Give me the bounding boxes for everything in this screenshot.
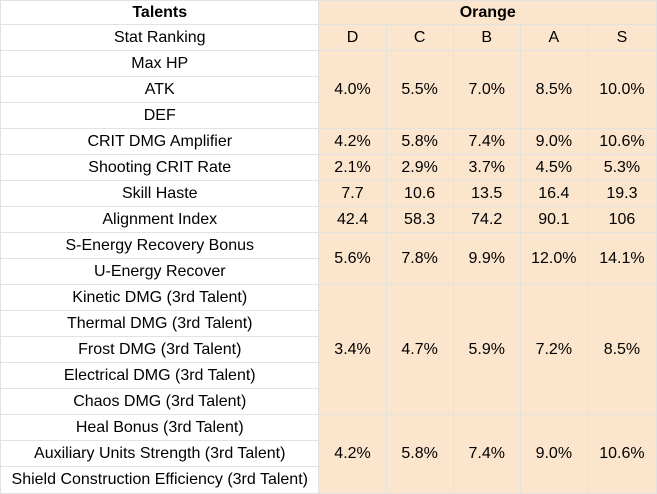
stat-value: 7.2% [519, 284, 588, 415]
grade-b: B [452, 24, 521, 51]
stat-value: 7.4% [452, 128, 521, 155]
stat-row: Shield Construction Efficiency (3rd Tale… [0, 466, 657, 494]
grade-a: A [519, 24, 588, 51]
stat-value: 5.3% [586, 154, 657, 181]
stat-name: Frost DMG (3rd Talent) [0, 336, 320, 363]
stat-value: 74.2 [452, 206, 521, 233]
stat-row: CRIT DMG Amplifier 4.2% 5.8% 7.4% 9.0% 10.6% [0, 128, 657, 155]
stat-row: Thermal DMG (3rd Talent) [0, 310, 657, 337]
stat-value: 90.1 [519, 206, 588, 233]
stat-value: 2.9% [385, 154, 454, 181]
stat-value: 3.7% [452, 154, 521, 181]
header-row: Talents Orange [0, 0, 657, 25]
stat-value: 12.0% [519, 232, 588, 285]
grade-s: S [586, 24, 657, 51]
stat-name: Kinetic DMG (3rd Talent) [0, 284, 320, 311]
stat-name: Shield Construction Efficiency (3rd Tale… [0, 466, 320, 494]
stat-ranking-row: Stat Ranking D C B A S [0, 24, 657, 51]
stat-value: 7.7 [318, 180, 387, 207]
stat-value: 9.0% [519, 128, 588, 155]
stat-name: Auxiliary Units Strength (3rd Talent) [0, 440, 320, 467]
stat-value: 7.0% [452, 50, 521, 129]
stat-name: DEF [0, 102, 320, 129]
stat-name: ATK [0, 76, 320, 103]
stat-value: 4.2% [318, 128, 387, 155]
stat-name: Electrical DMG (3rd Talent) [0, 362, 320, 389]
stat-value: 42.4 [318, 206, 387, 233]
stat-value: 4.5% [519, 154, 588, 181]
stat-name: Max HP [0, 50, 320, 77]
stat-value: 5.5% [385, 50, 454, 129]
stat-row: Skill Haste 7.7 10.6 13.5 16.4 19.3 [0, 180, 657, 207]
stat-name: U-Energy Recover [0, 258, 320, 285]
stat-value: 5.6% [318, 232, 387, 285]
stat-value: 7.8% [385, 232, 454, 285]
stat-value: 7.4% [452, 414, 521, 494]
stat-name: Heal Bonus (3rd Talent) [0, 414, 320, 441]
stat-value: 16.4 [519, 180, 588, 207]
stat-value: 106 [586, 206, 657, 233]
stat-value: 58.3 [385, 206, 454, 233]
stat-row: ATK [0, 76, 657, 103]
stat-row: Max HP 4.0% 5.5% 7.0% 8.5% 10.0% [0, 50, 657, 129]
stat-row: Shooting CRIT Rate 2.1% 2.9% 3.7% 4.5% 5.3% [0, 154, 657, 181]
stat-row: Auxiliary Units Strength (3rd Talent) [0, 440, 657, 467]
stat-value: 5.9% [452, 284, 521, 415]
stat-name: Skill Haste [0, 180, 320, 207]
stat-row: Heal Bonus (3rd Talent) 4.2% 5.8% 7.4% 9.0% 1… [0, 414, 657, 494]
stat-value: 10.6 [385, 180, 454, 207]
stat-name: Chaos DMG (3rd Talent) [0, 388, 320, 415]
stat-value: 9.9% [452, 232, 521, 285]
stat-value: 13.5 [452, 180, 521, 207]
grade-d: D [318, 24, 387, 51]
stat-ranking-label: Stat Ranking [0, 24, 320, 51]
stat-name: S-Energy Recovery Bonus [0, 232, 320, 259]
stat-name: CRIT DMG Amplifier [0, 128, 320, 155]
stat-value: 3.4% [318, 284, 387, 415]
stat-value: 14.1% [586, 232, 657, 285]
stat-value: 4.0% [318, 50, 387, 129]
stat-row: Electrical DMG (3rd Talent) [0, 362, 657, 389]
stat-value: 4.2% [318, 414, 387, 494]
grade-c: C [385, 24, 454, 51]
stat-value: 4.7% [385, 284, 454, 415]
stat-name: Thermal DMG (3rd Talent) [0, 310, 320, 337]
stat-value: 5.8% [385, 128, 454, 155]
stat-value: 10.0% [586, 50, 657, 129]
stat-row: Kinetic DMG (3rd Talent) 3.4% 4.7% 5.9% 7.2%… [0, 284, 657, 415]
stat-name: Shooting CRIT Rate [0, 154, 320, 181]
stat-row: Frost DMG (3rd Talent) [0, 336, 657, 363]
orange-header: Orange [318, 0, 657, 25]
stat-row: Chaos DMG (3rd Talent) [0, 388, 657, 415]
talents-header: Talents [0, 0, 320, 25]
stat-value: 9.0% [519, 414, 588, 494]
stat-value: 10.6% [586, 414, 657, 494]
stat-row: Alignment Index 42.4 58.3 74.2 90.1 106 [0, 206, 657, 233]
stat-value: 19.3 [586, 180, 657, 207]
stat-value: 8.5% [519, 50, 588, 129]
stat-value: 10.6% [586, 128, 657, 155]
stat-value: 5.8% [385, 414, 454, 494]
stat-value: 8.5% [586, 284, 657, 415]
stat-name: Alignment Index [0, 206, 320, 233]
stat-row: S-Energy Recovery Bonus 5.6% 7.8% 9.9% 12.0%… [0, 232, 657, 285]
stat-value: 2.1% [318, 154, 387, 181]
